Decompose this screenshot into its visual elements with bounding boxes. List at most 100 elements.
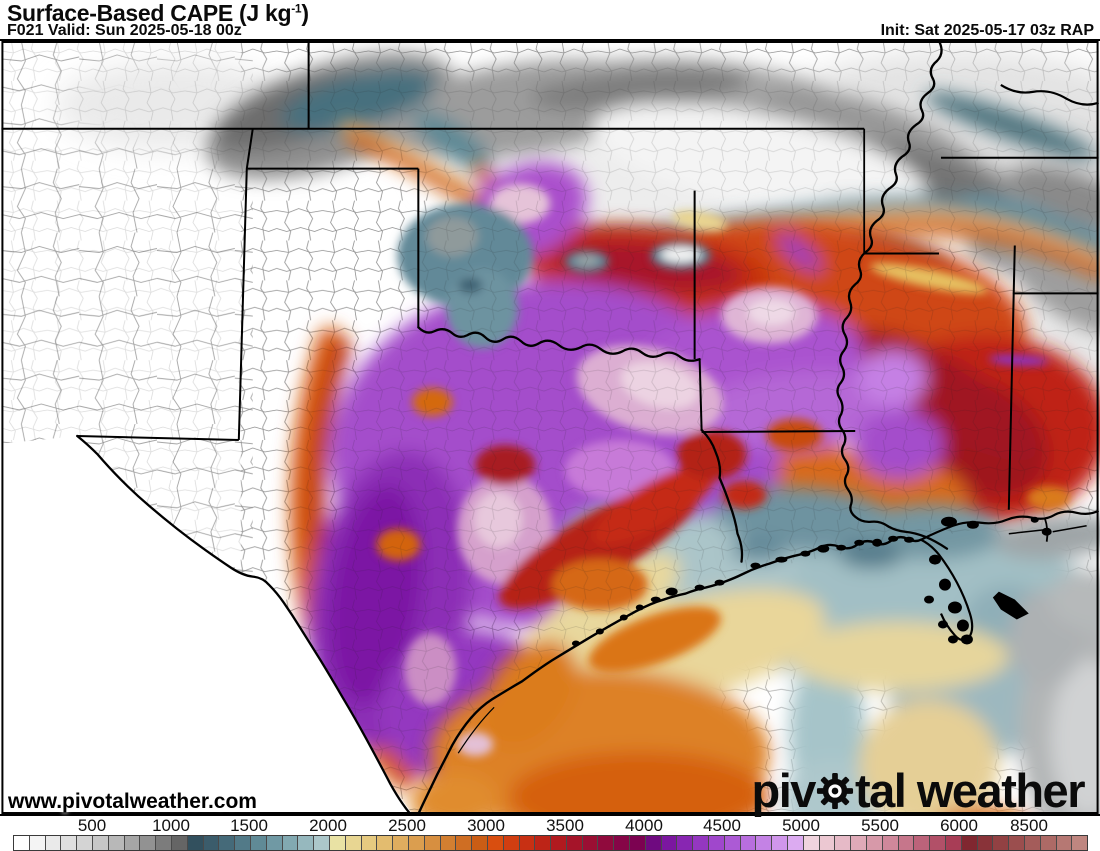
colorbar-swatch (92, 836, 109, 850)
colorbar-swatch (803, 836, 820, 850)
colorbar-swatch (772, 836, 789, 850)
colorbar-swatch (709, 836, 725, 850)
page-title: Surface-Based CAPE (J kg-1) (7, 0, 309, 26)
colorbar-swatch (345, 836, 362, 850)
map-frame (1, 41, 1099, 814)
colorbar-swatch (61, 836, 78, 850)
colorbar-swatch (551, 836, 567, 850)
watermark-url: www.pivotalweather.com (8, 790, 257, 813)
colorbar-swatch (487, 836, 504, 850)
colorbar-swatch (1072, 836, 1088, 850)
colorbar-swatch (819, 836, 836, 850)
colorbar-swatch (993, 836, 1010, 850)
cape-map[interactable] (0, 39, 1100, 816)
colorbar-swatch (724, 836, 741, 850)
colorbar-swatch (851, 836, 868, 850)
colorbar-swatch (219, 836, 236, 850)
colorbar-swatch (693, 836, 710, 850)
river-borders (76, 41, 949, 814)
logo-text-right: tal weather (854, 764, 1086, 817)
colorbar-swatch (424, 836, 441, 850)
colorbar-swatch (282, 836, 299, 850)
colorbar-tick-label: 3000 (467, 816, 505, 835)
header: Surface-Based CAPE (J kg-1) F021 Valid: … (0, 0, 1100, 39)
mexico-blank-region (0, 435, 413, 814)
colorbar-swatch (1009, 836, 1025, 850)
colorbar-swatch (661, 836, 678, 850)
colorbar-swatch (898, 836, 915, 850)
colorbar-swatches (13, 835, 1088, 851)
colorbar-tick-label: 6000 (940, 816, 978, 835)
colorbar-swatch (187, 836, 204, 850)
colorbar-swatch (740, 836, 757, 850)
colorbar-swatch (1040, 836, 1057, 850)
colorbar-swatch (1025, 836, 1041, 850)
colorbar-swatch (77, 836, 93, 850)
gulf-coastline (417, 509, 1100, 814)
colorbar-swatch (156, 836, 172, 850)
colorbar-swatch (535, 836, 552, 850)
colorbar-swatch (867, 836, 883, 850)
colorbar-swatch (298, 836, 315, 850)
colorbar-swatch (914, 836, 931, 850)
colorbar-swatch (519, 836, 536, 850)
colorbar-ticks: 500 1000 1500 2000 2500 3000 3500 4000 4500 5000 5… (0, 816, 1100, 835)
colorbar-swatch (582, 836, 599, 850)
colorbar-swatch (329, 836, 346, 850)
colorbar-tick-label: 2500 (388, 816, 426, 835)
colorbar-tick-label: 500 (77, 816, 107, 835)
colorbar-swatch (630, 836, 646, 850)
colorbar-swatch (124, 836, 141, 850)
title-superscript: -1 (291, 1, 302, 16)
colorbar-swatch (788, 836, 804, 850)
colorbar-swatch (566, 836, 583, 850)
gulf-coastal-regions (410, 486, 1100, 814)
colorbar-swatch (361, 836, 378, 850)
colorbar-tick-label: 1000 (152, 816, 190, 835)
colorbar-tick-label: 5000 (782, 816, 820, 835)
state-borders (1, 41, 1099, 510)
colorbar-tick-label: 4500 (703, 816, 741, 835)
valid-time-label: F021 Valid: Sun 2025-05-18 00z (7, 22, 242, 39)
coastal-marsh-blobs (571, 516, 1052, 647)
colorbar-swatch (503, 836, 520, 850)
colorbar-swatch (961, 836, 978, 850)
pivotal-weather-logo: piv tal weather (752, 764, 1086, 817)
colorbar-swatch (882, 836, 899, 850)
colorbar-tick-label: 3500 (546, 816, 584, 835)
colorbar-swatch (677, 836, 694, 850)
colorbar-tick-label: 5500 (861, 816, 899, 835)
colorbar-swatch (45, 836, 62, 850)
colorbar-swatch (472, 836, 488, 850)
colorbar-swatch (14, 836, 30, 850)
colorbar-swatch (108, 836, 125, 850)
colorbar-swatch (393, 836, 409, 850)
gear-icon (816, 772, 854, 816)
colorbar-swatch (946, 836, 962, 850)
colorbar-swatch (930, 836, 947, 850)
colorbar-swatch (645, 836, 662, 850)
colorbar-swatch (977, 836, 994, 850)
colorbar-swatch (140, 836, 157, 850)
colorbar-swatch (614, 836, 631, 850)
colorbar-swatch (835, 836, 852, 850)
colorbar-tick-label: 2000 (309, 816, 347, 835)
colorbar-swatch (266, 836, 283, 850)
colorbar-swatch (29, 836, 46, 850)
colorbar-swatch (408, 836, 425, 850)
colorbar-tick-label: 1500 (230, 816, 268, 835)
colorbar-tick-label: 8500 (1010, 816, 1048, 835)
colorbar-swatch (440, 836, 457, 850)
colorbar-swatch (171, 836, 188, 850)
colorbar-swatch (756, 836, 773, 850)
colorbar-swatch (377, 836, 394, 850)
init-time-label: Init: Sat 2025-05-17 03z RAP (880, 22, 1094, 39)
colorbar-tick-label: 4000 (625, 816, 663, 835)
colorbar-swatch (314, 836, 330, 850)
colorbar-swatch (235, 836, 251, 850)
colorbar-swatch (456, 836, 473, 850)
colorbar-swatch (598, 836, 615, 850)
colorbar-swatch (203, 836, 220, 850)
colorbar-swatch (1056, 836, 1073, 850)
